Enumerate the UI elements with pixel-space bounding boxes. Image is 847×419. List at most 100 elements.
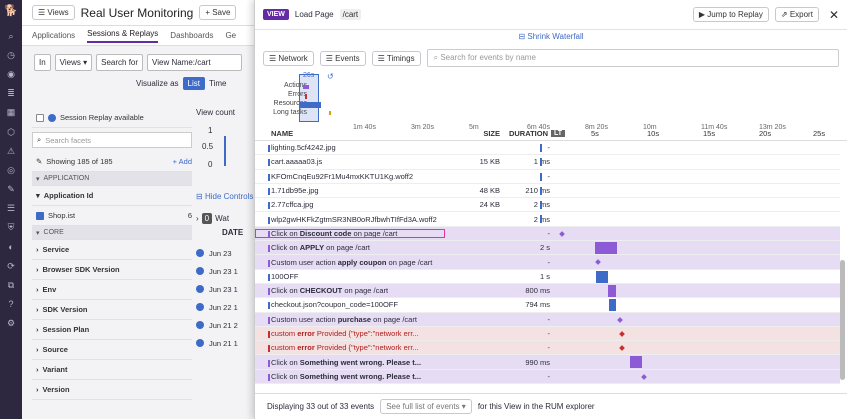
search-icon[interactable]: ⌕ bbox=[8, 30, 14, 41]
see-full-list-dropdown[interactable]: See full list of events ▾ bbox=[380, 399, 472, 414]
event-timeline-mark[interactable] bbox=[630, 356, 642, 369]
recent-icon[interactable]: ◷ bbox=[7, 49, 15, 60]
shrink-waterfall-button[interactable]: ⊟ Shrink Waterfall bbox=[255, 32, 847, 46]
tab-sessions-replays[interactable]: Sessions & Replays bbox=[87, 29, 159, 43]
facet-sdk-version[interactable]: › SDK Version bbox=[32, 300, 192, 320]
event-timeline-mark[interactable] bbox=[641, 373, 647, 380]
save-button[interactable]: + Save bbox=[199, 5, 237, 20]
dashboards-icon[interactable]: ▦ bbox=[6, 107, 16, 118]
event-timeline-mark[interactable] bbox=[595, 259, 601, 266]
resource-row[interactable]: cart.aaaaa03.js 15 KB 1 ms bbox=[255, 155, 840, 170]
resource-row[interactable]: wlp2gwHKFkZgtmSR3NB0oRJfbwhTIfFd3A.woff2… bbox=[255, 212, 840, 227]
action-row[interactable]: Click on APPLY on page /cart 2 s bbox=[255, 241, 840, 256]
security-icon[interactable]: ⛨ bbox=[7, 222, 15, 233]
resource-row[interactable]: 100OFF 1 s bbox=[255, 270, 840, 284]
event-timeline-mark[interactable] bbox=[559, 230, 565, 237]
play-replay-icon[interactable] bbox=[196, 267, 204, 275]
minimap-selection[interactable] bbox=[299, 74, 319, 122]
session-row[interactable]: Jun 21 1 bbox=[196, 334, 254, 352]
close-icon[interactable]: ✕ bbox=[828, 7, 839, 22]
resource-row[interactable]: 1.71db95e.jpg 48 KB 210 ms bbox=[255, 184, 840, 199]
event-timeline-mark[interactable] bbox=[540, 172, 542, 181]
event-timeline-mark[interactable] bbox=[540, 144, 542, 152]
session-replay-checkbox[interactable] bbox=[36, 113, 44, 122]
action-row[interactable]: Custom user action apply coupon on page … bbox=[255, 255, 840, 270]
filter-network-button[interactable]: ☰ Network bbox=[263, 50, 314, 66]
hide-controls-button[interactable]: ⊟ Hide Controls bbox=[196, 192, 254, 201]
event-timeline-mark[interactable] bbox=[595, 242, 617, 255]
views-dropdown[interactable]: Views ▾ bbox=[54, 54, 93, 71]
monitors-icon[interactable]: ⚠ bbox=[6, 145, 16, 156]
action-row[interactable]: Click on Something went wrong. Please t.… bbox=[255, 369, 840, 385]
filter-timings-button[interactable]: ☰ Timings bbox=[371, 50, 421, 66]
event-search-input[interactable]: ⌕ Search for events by name bbox=[426, 49, 839, 67]
event-timeline-mark[interactable] bbox=[540, 215, 542, 224]
list-toggle[interactable]: List bbox=[182, 77, 205, 90]
integrations-icon[interactable]: ⧉ bbox=[7, 280, 15, 291]
add-facet-button[interactable]: + Add bbox=[172, 157, 192, 166]
action-row[interactable]: Click on Discount code on page /cart - bbox=[255, 226, 840, 242]
export-button[interactable]: ⇗ Export bbox=[774, 7, 819, 22]
events-icon[interactable]: ≣ bbox=[7, 88, 15, 99]
core-section[interactable]: ▾ CORE bbox=[32, 226, 192, 240]
facet-version[interactable]: › Version bbox=[32, 380, 192, 400]
application-section[interactable]: ▾ APPLICATION bbox=[32, 172, 192, 186]
play-replay-icon[interactable] bbox=[196, 249, 204, 257]
event-timeline-mark[interactable] bbox=[619, 331, 625, 337]
help-icon[interactable]: ? bbox=[8, 299, 14, 310]
action-row[interactable]: Custom user action purchase on page /car… bbox=[255, 312, 840, 327]
session-row[interactable]: Jun 23 1 bbox=[196, 280, 254, 298]
filter-events-button[interactable]: ☰ Events bbox=[319, 50, 366, 66]
facet-service[interactable]: › Service bbox=[32, 240, 192, 260]
play-replay-icon[interactable] bbox=[196, 303, 204, 311]
play-replay-icon[interactable] bbox=[196, 285, 204, 293]
datadog-logo-icon[interactable]: 🐕 bbox=[4, 5, 18, 17]
facet-variant[interactable]: › Variant bbox=[32, 360, 192, 380]
facet-session-plan[interactable]: › Session Plan bbox=[32, 320, 192, 340]
event-timeline-mark[interactable] bbox=[619, 345, 625, 351]
resource-row[interactable]: 2.77cffca.jpg 24 KB 2 ms bbox=[255, 198, 840, 213]
settings-icon[interactable]: ⚙ bbox=[6, 318, 16, 329]
shop-facet-value[interactable]: Shop.ist 6 bbox=[32, 206, 192, 226]
play-replay-icon[interactable] bbox=[196, 321, 204, 329]
facet-browser-sdk-version[interactable]: › Browser SDK Version bbox=[32, 260, 192, 280]
notebooks-icon[interactable]: ✎ bbox=[7, 184, 15, 195]
event-timeline-mark[interactable] bbox=[540, 158, 542, 167]
action-row[interactable]: Click on Something went wrong. Please t.… bbox=[255, 355, 840, 370]
facet-env[interactable]: › Env bbox=[32, 280, 192, 300]
logs-icon[interactable]: ☰ bbox=[6, 203, 16, 214]
session-row[interactable]: Jun 21 2 bbox=[196, 316, 254, 334]
play-replay-icon[interactable] bbox=[196, 339, 204, 347]
query-input[interactable]: View Name:/cart bbox=[147, 54, 242, 71]
shop-checkbox[interactable] bbox=[36, 211, 44, 220]
event-timeline-mark[interactable] bbox=[596, 270, 608, 283]
resource-row[interactable]: lighting.5cf4242.jpg - bbox=[255, 141, 840, 156]
error-row[interactable]: custom error Provided {"type":"network e… bbox=[255, 341, 840, 356]
session-row[interactable]: Jun 23 1 bbox=[196, 262, 254, 280]
session-row[interactable]: Jun 23 bbox=[196, 244, 254, 262]
jump-to-replay-button[interactable]: ▶ Jump to Replay bbox=[692, 7, 769, 22]
event-timeline-mark[interactable] bbox=[617, 316, 623, 323]
scrollbar[interactable] bbox=[840, 260, 845, 380]
session-replay-filter[interactable]: Session Replay available bbox=[32, 108, 192, 128]
error-row[interactable]: custom error Provided {"type":"network e… bbox=[255, 326, 840, 342]
minimap[interactable]: Actions Errors Resources Long tasks 26s … bbox=[263, 72, 839, 132]
session-row[interactable]: Jun 22 1 bbox=[196, 298, 254, 316]
event-timeline-mark[interactable] bbox=[608, 284, 616, 297]
event-timeline-mark[interactable] bbox=[540, 186, 542, 195]
apm-icon[interactable]: ◎ bbox=[7, 164, 15, 175]
application-id-facet[interactable]: ▾ Application Id bbox=[32, 186, 192, 206]
tab-applications[interactable]: Applications bbox=[32, 31, 76, 40]
synthetics-icon[interactable]: ⟳ bbox=[7, 260, 15, 271]
watched-row[interactable]: › 0 Wat bbox=[196, 208, 254, 228]
timeseries-toggle[interactable]: Time bbox=[209, 79, 227, 88]
reset-icon[interactable]: ↺ bbox=[327, 72, 334, 81]
event-timeline-mark[interactable] bbox=[540, 201, 542, 210]
event-timeline-mark[interactable] bbox=[609, 299, 616, 312]
watchdog-icon[interactable]: ◉ bbox=[7, 68, 15, 79]
action-row[interactable]: Click on CHECKOUT on page /cart 800 ms bbox=[255, 283, 840, 299]
tab-dashboards[interactable]: Dashboards bbox=[170, 31, 214, 40]
views-button[interactable]: ☰ Views bbox=[32, 5, 75, 20]
resource-row[interactable]: KFOmCnqEu92Fr1Mu4mxKKTU1Kg.woff2 - bbox=[255, 170, 840, 184]
tab-more[interactable]: Ge bbox=[225, 31, 237, 40]
